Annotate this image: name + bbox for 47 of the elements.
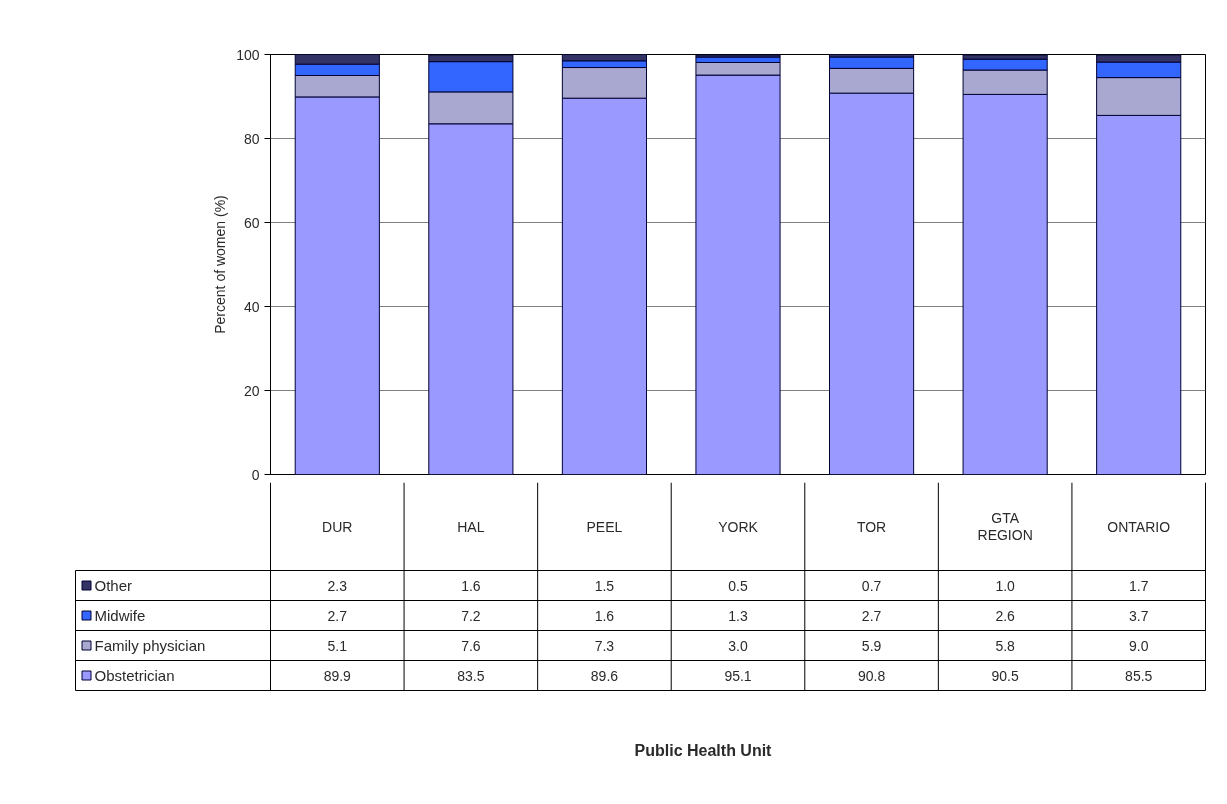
y-tick-label: 100 xyxy=(236,46,260,63)
data-label: 89.9 xyxy=(323,667,352,684)
data-label: 1.7 xyxy=(1128,577,1149,594)
data-label: 0.7 xyxy=(861,577,882,594)
data-label: 1.3 xyxy=(728,607,748,624)
data-label: 83.5 xyxy=(457,667,485,684)
y-axis-title: Percent of women (%) xyxy=(212,195,229,334)
data-label: 1.6 xyxy=(594,607,615,624)
x-tick-label: YORK xyxy=(718,518,759,535)
data-label: 90.5 xyxy=(991,667,1019,684)
y-tick-label: 40 xyxy=(243,298,260,315)
data-label: 0.5 xyxy=(728,577,748,594)
data-label: 5.9 xyxy=(861,637,882,654)
y-tick-label: 0 xyxy=(251,466,260,483)
data-label: 90.8 xyxy=(857,667,886,684)
data-label: 7.6 xyxy=(461,637,481,654)
y-tick-label: 80 xyxy=(243,130,260,147)
data-label: 89.6 xyxy=(590,667,619,684)
data-label: 85.5 xyxy=(1125,667,1153,684)
data-label: 5.8 xyxy=(995,637,1016,654)
legend-label: Family physician xyxy=(94,637,206,654)
data-label: 1.5 xyxy=(594,577,615,594)
data-label: 3.0 xyxy=(728,637,748,654)
data-label: 2.7 xyxy=(861,607,882,624)
data-label: 95.1 xyxy=(724,667,752,684)
x-tick-label: ONTARIO xyxy=(1107,518,1171,535)
x-tick-label: PEEL xyxy=(586,518,623,535)
data-label: 7.2 xyxy=(461,607,481,624)
data-label: 1.6 xyxy=(461,577,481,594)
data-label: 1.0 xyxy=(995,577,1016,594)
data-label: 3.7 xyxy=(1128,607,1149,624)
legend-label: Obstetrician xyxy=(94,667,175,684)
data-label: 2.7 xyxy=(327,607,348,624)
y-tick-label: 60 xyxy=(243,214,260,231)
data-label: 5.1 xyxy=(327,637,348,654)
x-tick-label: HAL xyxy=(457,518,485,535)
data-label: 7.3 xyxy=(594,637,615,654)
x-tick-label: TOR xyxy=(856,518,887,535)
data-label: 2.6 xyxy=(995,607,1016,624)
legend-label: Midwife xyxy=(94,607,146,624)
legend-label: Other xyxy=(94,577,133,594)
x-tick-label: DUR xyxy=(322,518,353,535)
text: Public Health Unit xyxy=(634,742,773,759)
data-label: 2.3 xyxy=(327,577,348,594)
y-tick-label: 20 xyxy=(243,382,260,399)
x-tick-label: GTA REGION xyxy=(977,509,1033,544)
data-label: 9.0 xyxy=(1128,637,1149,654)
